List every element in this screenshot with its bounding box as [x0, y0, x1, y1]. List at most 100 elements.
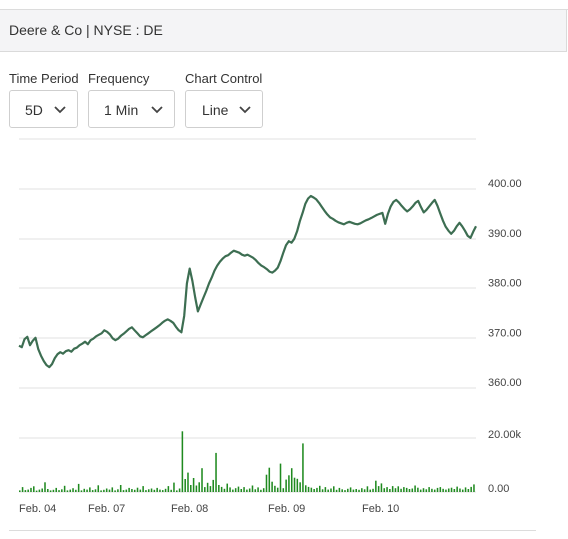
y-axis-ticks: 400.00 390.00 380.00 370.00 360.00 20.00k 0.00 [488, 178, 522, 495]
volume-bar [150, 488, 153, 492]
volume-bar [375, 480, 377, 492]
volume-bar [248, 488, 251, 492]
volume-bar [218, 485, 220, 492]
volume-bar [282, 488, 285, 492]
frequency-select[interactable]: 1 Min [88, 90, 175, 128]
top-divider [0, 9, 568, 10]
volume-bar [243, 487, 245, 492]
volume-bar [425, 489, 428, 492]
volume-bar [184, 479, 186, 492]
chart-control-select[interactable]: Line [185, 90, 263, 128]
volume-bar [338, 487, 341, 492]
volume-bar [321, 489, 324, 492]
volume-bar [125, 489, 128, 492]
time-period-label: Time Period [9, 71, 79, 86]
price-tick-label: 360.00 [488, 377, 522, 389]
volume-bar [344, 490, 346, 492]
volume-bar [473, 484, 475, 492]
volume-bar [190, 485, 192, 492]
volume-bar [77, 483, 80, 492]
volume-bar [89, 487, 91, 492]
frequency-value: 1 Min [104, 102, 139, 118]
bottom-divider [9, 530, 536, 531]
volume-bar [232, 489, 234, 492]
volume-bar [262, 488, 265, 492]
volume-bar [330, 488, 332, 492]
volume-bar [38, 489, 41, 492]
volume-bar [400, 488, 402, 492]
volume-bar [260, 489, 262, 492]
chart-control-value: Line [202, 102, 229, 118]
volume-bar [276, 487, 279, 492]
volume-bar [310, 487, 313, 492]
volume-bar [220, 486, 223, 492]
volume-bar [265, 474, 268, 492]
volume-bar [450, 487, 453, 492]
volume-bar [419, 489, 422, 492]
time-period-select[interactable]: 5D [9, 90, 78, 128]
volume-bar [176, 490, 178, 492]
volume-bar [170, 489, 172, 492]
volume-bar [100, 490, 102, 492]
volume-bar [447, 488, 450, 492]
volume-tick-label: 0.00 [488, 483, 509, 495]
chart-grid [19, 138, 476, 493]
volume-bar [215, 452, 217, 492]
volume-bar [63, 485, 66, 492]
volume-bar [161, 490, 164, 492]
price-tick-label: 380.00 [488, 278, 522, 290]
volume-bar [377, 486, 380, 492]
volume-bar [153, 489, 156, 492]
volume-bar [164, 488, 167, 492]
page-title: Deere & Co | NYSE : DE [9, 22, 163, 38]
volume-bar [86, 489, 88, 492]
volume-bar [386, 487, 388, 492]
volume-bar [24, 490, 27, 492]
volume-bar [91, 490, 94, 492]
x-tick-label: Feb. 08 [171, 503, 208, 515]
volume-bar [408, 489, 411, 492]
frequency-label: Frequency [88, 71, 150, 86]
volume-bar [122, 490, 125, 492]
volume-bar [55, 487, 57, 492]
volume-bar [285, 479, 287, 492]
volume-bar [83, 488, 86, 492]
volume-bar [27, 489, 29, 492]
volume-bar [268, 467, 271, 492]
price-tick-label: 390.00 [488, 228, 522, 240]
volume-bar [389, 489, 391, 492]
volume-bar [372, 488, 374, 492]
volume-bar [173, 482, 175, 492]
volume-bar [226, 483, 229, 492]
volume-bar [167, 486, 170, 492]
volume-bar [94, 489, 97, 492]
x-tick-label: Feb. 04 [19, 503, 56, 515]
volume-bar [178, 488, 181, 492]
volume-bar [75, 489, 77, 492]
volume-bar [119, 485, 122, 492]
volume-bar [433, 489, 436, 492]
volume-bar [394, 488, 397, 492]
volume-bar [201, 468, 203, 492]
volume-bar [133, 489, 136, 492]
volume-bar [251, 485, 254, 492]
volume-bar [439, 487, 442, 492]
volume-bar [30, 487, 32, 492]
volume-bar [313, 489, 315, 492]
volume-bar [97, 485, 100, 493]
price-tick-label: 370.00 [488, 327, 522, 339]
volume-bar [380, 483, 383, 492]
volume-bar [192, 478, 195, 492]
volume-bar [41, 488, 43, 492]
volume-bar [108, 489, 111, 492]
volume-bar [397, 486, 400, 492]
volume-bar [290, 468, 293, 492]
volume-bar [181, 431, 184, 493]
price-tick-label: 400.00 [488, 178, 522, 190]
volume-bar [206, 482, 209, 492]
volume-bar [341, 489, 343, 492]
volume-bar [19, 490, 21, 492]
volume-bar [302, 443, 304, 492]
header-bar: Deere & Co | NYSE : DE [0, 10, 567, 52]
volume-bar [333, 486, 335, 492]
